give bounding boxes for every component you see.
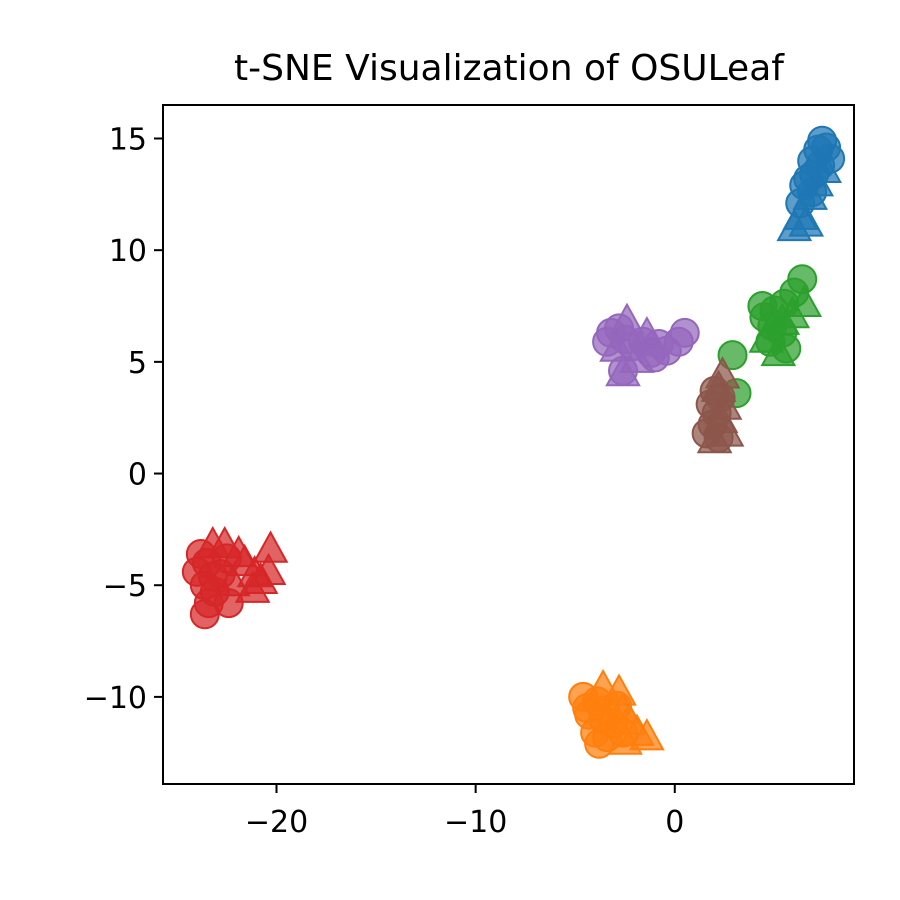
triangle-point bbox=[214, 563, 251, 597]
triangle-point bbox=[788, 204, 825, 237]
triangle-point bbox=[696, 420, 733, 454]
x-tick-label: 0 bbox=[665, 805, 684, 840]
x-tick-label: −20 bbox=[245, 805, 308, 840]
circle-point bbox=[669, 317, 700, 348]
y-tick-label: −10 bbox=[84, 681, 147, 716]
triangle-point bbox=[607, 722, 643, 755]
y-tick-label: 15 bbox=[109, 123, 147, 158]
plot-frame bbox=[162, 104, 855, 785]
y-tick-label: −5 bbox=[103, 569, 147, 604]
y-tick-label: 0 bbox=[128, 458, 147, 493]
triangle-point bbox=[764, 302, 801, 335]
triangle-point bbox=[629, 315, 665, 349]
x-tick-label: −10 bbox=[444, 805, 507, 840]
triangle-point bbox=[760, 333, 797, 367]
triangle-point bbox=[599, 329, 635, 362]
y-tick-label: 10 bbox=[109, 234, 147, 269]
chart-title: t-SNE Visualization of OSULeaf bbox=[234, 48, 785, 89]
axis-ticks: −20 −10 0 −10 −5 0 5 10 15 bbox=[84, 123, 685, 840]
triangle-point bbox=[629, 718, 665, 751]
y-tick-label: 5 bbox=[128, 346, 147, 381]
triangle-point bbox=[194, 525, 231, 559]
data-points bbox=[181, 125, 846, 759]
triangle-point bbox=[609, 302, 645, 335]
